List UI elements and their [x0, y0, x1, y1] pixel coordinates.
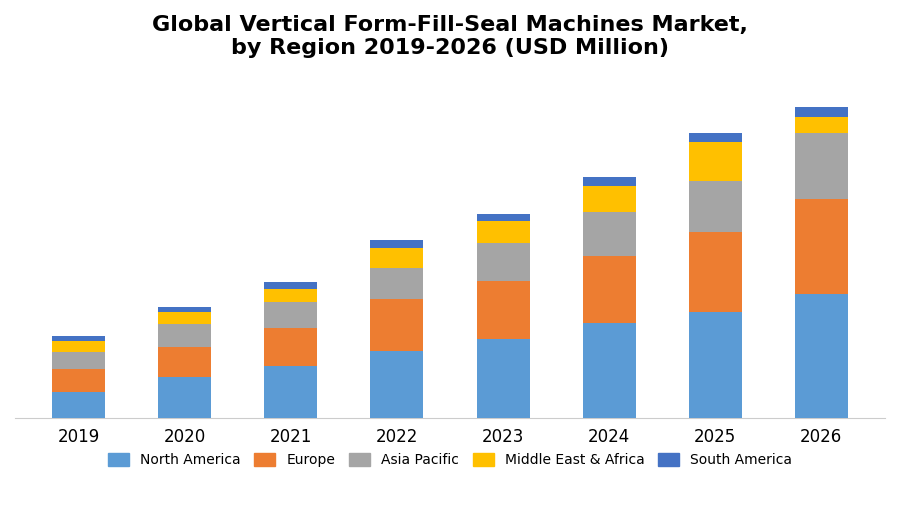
Bar	[688, 133, 742, 142]
Bar	[476, 281, 529, 339]
Bar	[52, 336, 105, 341]
Bar	[795, 294, 848, 418]
Bar	[582, 256, 635, 323]
Bar	[795, 199, 848, 294]
Bar	[688, 312, 742, 418]
Bar	[158, 324, 211, 346]
Bar	[371, 240, 424, 248]
Bar	[795, 133, 848, 199]
Bar	[476, 222, 529, 243]
Bar	[158, 377, 211, 418]
Bar	[476, 214, 529, 222]
Bar	[476, 339, 529, 418]
Bar	[582, 212, 635, 256]
Bar	[582, 323, 635, 418]
Bar	[52, 341, 105, 352]
Bar	[265, 289, 318, 302]
Bar	[52, 369, 105, 392]
Bar	[371, 299, 424, 351]
Bar	[582, 186, 635, 212]
Bar	[265, 282, 318, 289]
Bar	[688, 232, 742, 312]
Bar	[52, 352, 105, 369]
Bar	[795, 107, 848, 117]
Bar	[371, 351, 424, 418]
Bar	[265, 366, 318, 418]
Bar	[158, 346, 211, 377]
Bar	[688, 142, 742, 181]
Bar	[265, 302, 318, 328]
Legend: North America, Europe, Asia Pacific, Middle East & Africa, South America: North America, Europe, Asia Pacific, Mid…	[103, 448, 797, 472]
Title: Global Vertical Form-Fill-Seal Machines Market,
by Region 2019-2026 (USD Million: Global Vertical Form-Fill-Seal Machines …	[152, 15, 748, 58]
Bar	[371, 248, 424, 268]
Bar	[688, 181, 742, 232]
Bar	[158, 312, 211, 324]
Bar	[371, 268, 424, 299]
Bar	[158, 307, 211, 312]
Bar	[52, 392, 105, 418]
Bar	[476, 243, 529, 281]
Bar	[265, 328, 318, 366]
Bar	[582, 177, 635, 186]
Bar	[795, 117, 848, 133]
